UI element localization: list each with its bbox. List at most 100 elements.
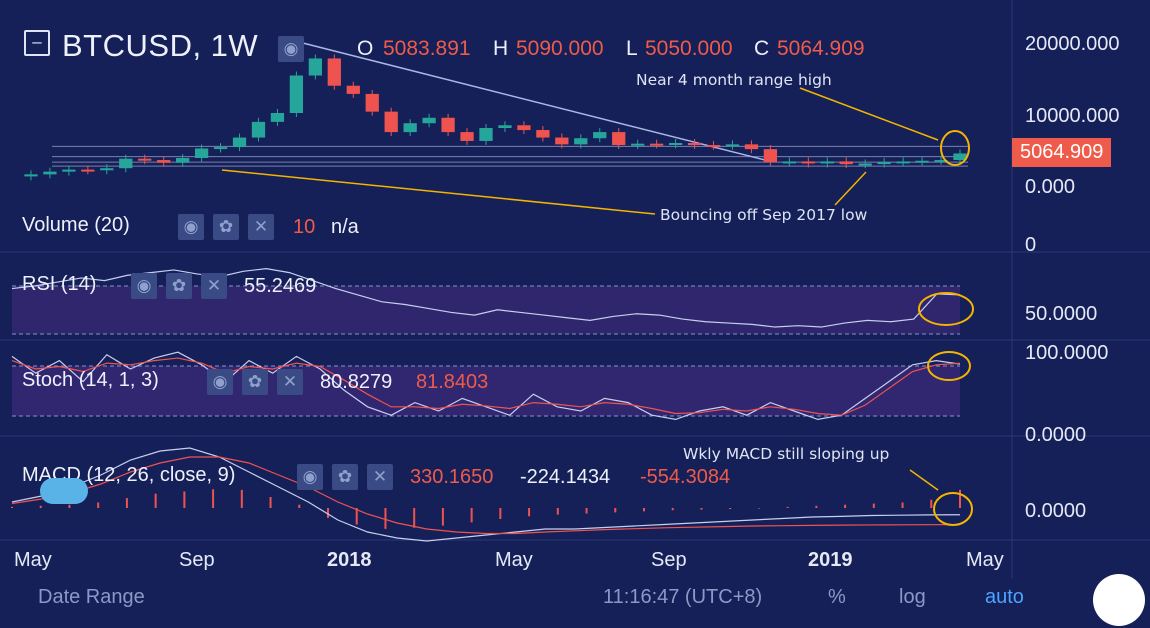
candle <box>536 130 550 138</box>
time-tick: 2019 <box>808 549 853 571</box>
candle <box>858 163 872 166</box>
eye-icon[interactable]: ◉ <box>278 36 304 62</box>
candle <box>460 132 474 141</box>
gear-icon[interactable]: ✿ <box>332 464 358 490</box>
candle <box>555 137 569 145</box>
candle <box>138 158 152 161</box>
macd-value: -224.1434 <box>520 466 611 488</box>
candle <box>498 125 512 128</box>
log-toggle[interactable]: log <box>899 586 926 608</box>
macd-histogram-bar <box>585 508 588 514</box>
rsi-line <box>11 268 961 328</box>
ohlc-close-value: 5064.909 <box>777 37 865 60</box>
macd-histogram-bar <box>441 508 444 526</box>
date-range-button[interactable]: Date Range <box>38 586 145 608</box>
gear-icon[interactable]: ✿ <box>166 273 192 299</box>
candle <box>725 144 740 147</box>
volume-label: Volume (20) <box>22 214 130 236</box>
candle <box>403 123 417 133</box>
macd-histogram-bar <box>729 508 732 510</box>
macd-histogram-bar <box>240 489 243 508</box>
rsi-label: RSI (14) <box>22 273 97 295</box>
ohlc-high-label: H <box>493 37 509 60</box>
annotation-arrow <box>909 469 939 491</box>
annotation-arrow <box>221 169 656 215</box>
candle <box>346 85 360 94</box>
channel-logo-icon <box>1093 574 1145 626</box>
rsi-value: 55.2469 <box>244 275 317 297</box>
stoch-label: Stoch (14, 1, 3) <box>22 369 159 391</box>
ohlc-open-value: 5083.891 <box>383 37 471 60</box>
eye-icon[interactable]: ◉ <box>207 369 233 395</box>
macd-histogram-bar <box>327 508 329 518</box>
candle <box>574 138 588 145</box>
close-icon[interactable]: ✕ <box>201 273 227 299</box>
percent-toggle[interactable]: % <box>828 586 846 608</box>
highlight-circle <box>940 130 970 166</box>
macd-histogram-bar <box>614 508 617 513</box>
eye-icon[interactable]: ◉ <box>178 214 204 240</box>
macd-histogram-bar <box>872 503 875 508</box>
candle <box>744 144 759 150</box>
time-tick: Sep <box>651 549 687 571</box>
highlight-circle <box>933 492 973 526</box>
close-icon[interactable]: ✕ <box>277 369 303 395</box>
time-tick: 2018 <box>327 549 372 571</box>
candle <box>593 132 607 139</box>
macd-histogram-bar <box>786 506 789 508</box>
macd-histogram-bar <box>355 508 358 525</box>
candle <box>479 128 493 141</box>
collapse-icon[interactable]: – <box>24 30 50 56</box>
candle <box>763 149 778 163</box>
gear-icon[interactable]: ✿ <box>213 214 239 240</box>
candle <box>119 158 133 169</box>
ohlc-low-label: L <box>626 37 638 60</box>
macd-histogram-bar <box>384 508 387 529</box>
macd-axis-tick: 0.0000 <box>1025 500 1087 522</box>
macd-hist-value: 330.1650 <box>410 466 494 488</box>
macd-histogram-bar <box>154 493 157 508</box>
candle <box>631 143 645 146</box>
price-tick: 20000.000 <box>1025 33 1120 55</box>
highlight-circle <box>918 292 974 326</box>
eye-icon[interactable]: ◉ <box>297 464 323 490</box>
candle <box>24 174 38 177</box>
time-tick: May <box>14 549 52 571</box>
macd-histogram-bar <box>470 508 473 523</box>
annotation-range-high: Near 4 month range high <box>636 71 832 89</box>
ohlc-close-label: C <box>754 37 770 60</box>
candle <box>270 113 285 122</box>
time-tick: May <box>495 549 533 571</box>
candle <box>62 169 76 172</box>
candle <box>839 161 853 165</box>
ohlc-low-value: 5050.000 <box>645 37 733 60</box>
close-icon[interactable]: ✕ <box>248 214 274 240</box>
macd-histogram-bar <box>499 508 502 519</box>
cloud-icon[interactable] <box>40 478 88 504</box>
candle <box>308 58 322 76</box>
macd-histogram-bar <box>528 508 531 517</box>
auto-toggle[interactable]: auto <box>985 586 1024 608</box>
candle <box>157 160 171 163</box>
macd-histogram-bar <box>183 491 186 508</box>
candle <box>422 117 436 124</box>
gear-icon[interactable]: ✿ <box>242 369 268 395</box>
macd-signal-value: -554.3084 <box>640 466 731 488</box>
candle <box>612 132 626 146</box>
candle <box>81 169 95 172</box>
time-tick: May <box>966 549 1004 571</box>
macd-histogram-bar <box>269 497 272 508</box>
candle <box>706 145 721 148</box>
macd-histogram-bar <box>671 508 674 511</box>
candle <box>650 143 664 146</box>
close-icon[interactable]: ✕ <box>367 464 393 490</box>
candle <box>877 162 891 165</box>
rsi-axis-tick: 50.0000 <box>1025 303 1098 325</box>
eye-icon[interactable]: ◉ <box>131 273 157 299</box>
last-price-tag: 5064.909 <box>1012 138 1112 167</box>
candle <box>327 58 341 86</box>
candle <box>820 161 834 164</box>
candle <box>251 121 266 138</box>
candle <box>289 75 304 113</box>
